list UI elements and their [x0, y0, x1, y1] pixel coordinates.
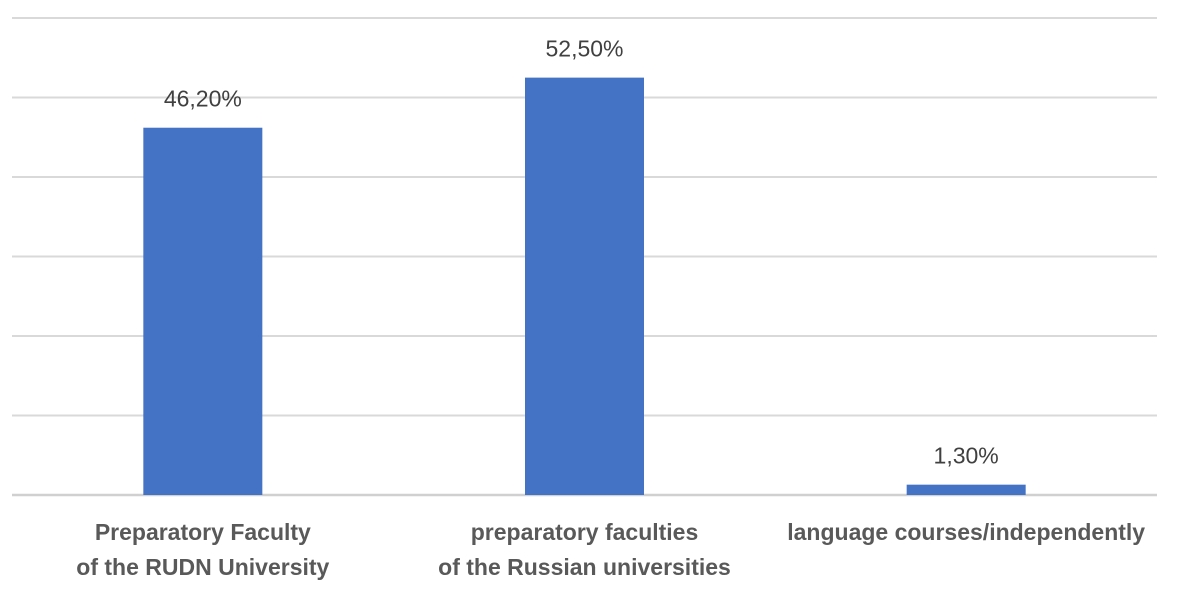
bar [143, 127, 263, 496]
bar [525, 77, 644, 495]
bar [906, 484, 1026, 495]
category-label-line: preparatory faculties [471, 519, 699, 545]
category-label-line: language courses/independently [787, 519, 1145, 545]
category-labels: Preparatory Faculty of the RUDN Universit… [76, 519, 1145, 580]
data-label: 1,30% [934, 443, 999, 469]
category-label-line: Preparatory Faculty [95, 519, 311, 545]
category-label: Preparatory Faculty of the RUDN Universit… [76, 519, 329, 580]
category-label: preparatory faculties of the Russian univ… [438, 519, 731, 580]
data-labels: 46,20% 52,50% 1,30% [164, 36, 999, 469]
category-label: language courses/independently [787, 519, 1145, 545]
data-label: 52,50% [545, 36, 623, 62]
data-label: 46,20% [164, 86, 242, 112]
category-label-line: of the Russian universities [438, 554, 731, 580]
category-label-line: of the RUDN University [76, 554, 329, 580]
bars [143, 77, 1026, 496]
